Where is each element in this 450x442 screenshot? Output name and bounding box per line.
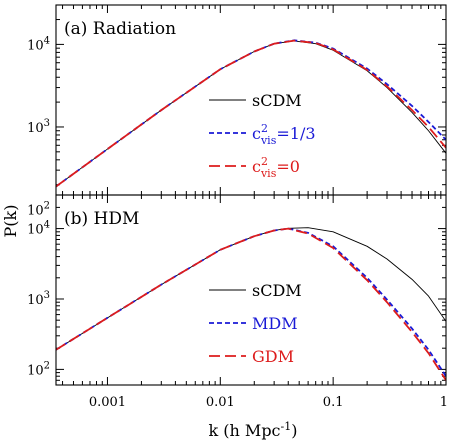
y-tick-label: 102: [27, 201, 50, 219]
panel-label: (a) Radiation: [64, 19, 176, 39]
legend: sCDM c2 vis=1/3 c2 vis=0: [209, 91, 316, 180]
series-line-solid: [56, 40, 446, 187]
series-line-longdash: [56, 227, 446, 381]
legend-label: MDM: [252, 314, 298, 333]
panel-label: (b) HDM: [64, 209, 139, 229]
legend: sCDM MDM GDM: [209, 281, 302, 366]
legend-label: GDM: [252, 347, 294, 366]
x-tick-label: 1: [440, 395, 448, 410]
y-tick-label: 102: [27, 360, 50, 378]
panel-b-frame: [55, 194, 447, 386]
y-tick-label: 104: [27, 220, 50, 238]
series-line-dashed: [56, 39, 446, 188]
panel-a-series: [56, 39, 446, 188]
x-axis-tick-labels: 0.001 0.01 0.1 1: [89, 395, 448, 410]
panel-a: 102 103 104 (a) Radiation sCDM c2 vis=1/3 c2 vis…: [27, 4, 447, 219]
y-tick-label: 104: [27, 35, 50, 53]
y-tick-label: 103: [27, 118, 50, 136]
x-tick-label: 0.01: [206, 395, 235, 410]
x-axis-title: k (h Mpc-1): [209, 420, 298, 440]
legend-label: c2 vis=0: [252, 155, 300, 180]
series-line-longdash: [56, 39, 446, 188]
y-tick-label: 103: [27, 290, 50, 308]
panel-b-series: [56, 227, 446, 381]
legend-label: sCDM: [252, 91, 302, 110]
x-tick-label: 0.001: [89, 395, 126, 410]
panel-b: 102 103 104 (b) HDM sCDM MDM GDM: [27, 194, 447, 386]
x-tick-label: 0.1: [323, 395, 344, 410]
y-axis-title: P(k): [1, 205, 20, 238]
legend-label: c2 vis=1/3: [252, 122, 316, 147]
panels: 102 103 104 (a) Radiation sCDM c2 vis=1/3 c2 vis…: [27, 4, 447, 386]
legend-label: sCDM: [252, 281, 302, 300]
series-line-solid: [56, 227, 446, 351]
